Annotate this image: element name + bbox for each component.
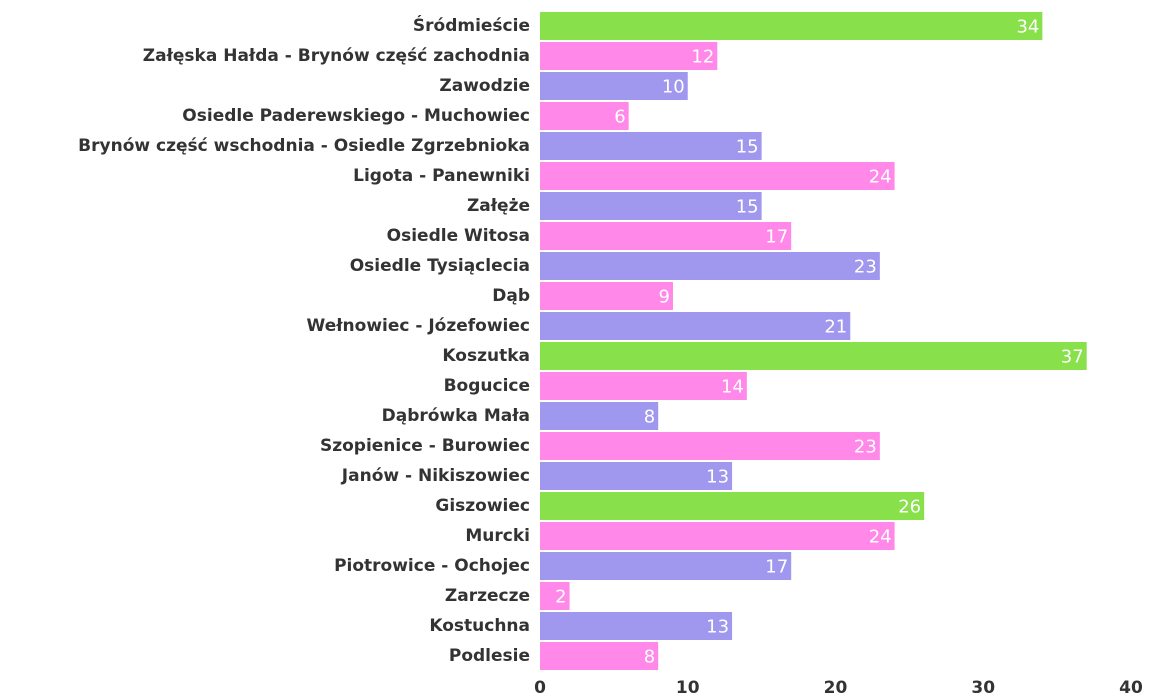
category-label: Janów - Nikiszowiec	[341, 466, 530, 486]
category-label: Szopienice - Burowiec	[320, 436, 530, 456]
bar	[540, 642, 659, 670]
bar	[540, 492, 925, 520]
bar	[540, 312, 851, 340]
category-label: Osiedle Paderewskiego - Muchowiec	[182, 106, 530, 126]
value-label: 12	[691, 47, 714, 68]
value-label: 24	[869, 527, 892, 548]
bar	[540, 12, 1043, 40]
category-label: Murcki	[465, 526, 530, 546]
value-label: 21	[824, 317, 847, 338]
category-label: Wełnowiec - Józefowiec	[307, 316, 530, 336]
x-tick-label: 40	[1119, 678, 1143, 698]
bar	[540, 102, 629, 130]
value-label: 17	[765, 557, 788, 578]
x-tick-label: 10	[676, 678, 700, 698]
category-label: Ligota - Panewniki	[353, 166, 530, 186]
category-label: Koszutka	[442, 346, 530, 366]
bar	[540, 222, 792, 250]
bar	[540, 72, 688, 100]
bar	[540, 162, 895, 190]
value-label: 13	[706, 617, 729, 638]
bar	[540, 552, 792, 580]
value-label: 26	[898, 497, 921, 518]
bar	[540, 432, 880, 460]
bar	[540, 192, 762, 220]
bar	[540, 282, 673, 310]
category-label: Dąbrówka Mała	[382, 406, 530, 426]
category-label: Dąb	[492, 286, 530, 306]
category-label: Kostuchna	[429, 616, 530, 636]
bar	[540, 132, 762, 160]
bar	[540, 582, 570, 610]
bar	[540, 612, 733, 640]
value-label: 2	[555, 587, 566, 608]
value-label: 8	[644, 407, 655, 428]
value-label: 23	[854, 257, 877, 278]
value-label: 9	[659, 287, 670, 308]
value-label: 34	[1016, 17, 1039, 38]
x-tick-label: 30	[971, 678, 995, 698]
category-label: Zarzecze	[445, 586, 530, 606]
value-label: 15	[736, 137, 759, 158]
category-label: Bogucice	[444, 376, 530, 396]
category-label: Giszowiec	[435, 496, 530, 516]
category-label: Brynów część wschodnia - Osiedle Zgrzebn…	[78, 136, 530, 156]
value-label: 14	[721, 377, 744, 398]
category-label: Śródmieście	[413, 14, 530, 36]
x-tick-label: 20	[824, 678, 848, 698]
bar	[540, 342, 1087, 370]
value-label: 17	[765, 227, 788, 248]
x-tick-label: 0	[534, 678, 546, 698]
bar	[540, 402, 659, 430]
category-label: Podlesie	[449, 646, 530, 666]
bar	[540, 462, 733, 490]
category-label: Osiedle Tysiąclecia	[350, 256, 530, 276]
value-label: 37	[1061, 347, 1084, 368]
category-label: Piotrowice - Ochojec	[334, 556, 530, 576]
category-label: Załęże	[467, 196, 530, 216]
category-label: Zawodzie	[439, 76, 530, 96]
value-label: 24	[869, 167, 892, 188]
value-label: 8	[644, 647, 655, 668]
category-label: Załęska Hałda - Brynów część zachodnia	[143, 46, 530, 66]
value-label: 13	[706, 467, 729, 488]
value-label: 10	[662, 77, 685, 98]
value-label: 6	[614, 107, 625, 128]
value-label: 23	[854, 437, 877, 458]
bar	[540, 252, 880, 280]
bar	[540, 522, 895, 550]
category-label: Osiedle Witosa	[387, 226, 530, 246]
bar	[540, 42, 718, 70]
value-label: 15	[736, 197, 759, 218]
bar	[540, 372, 747, 400]
